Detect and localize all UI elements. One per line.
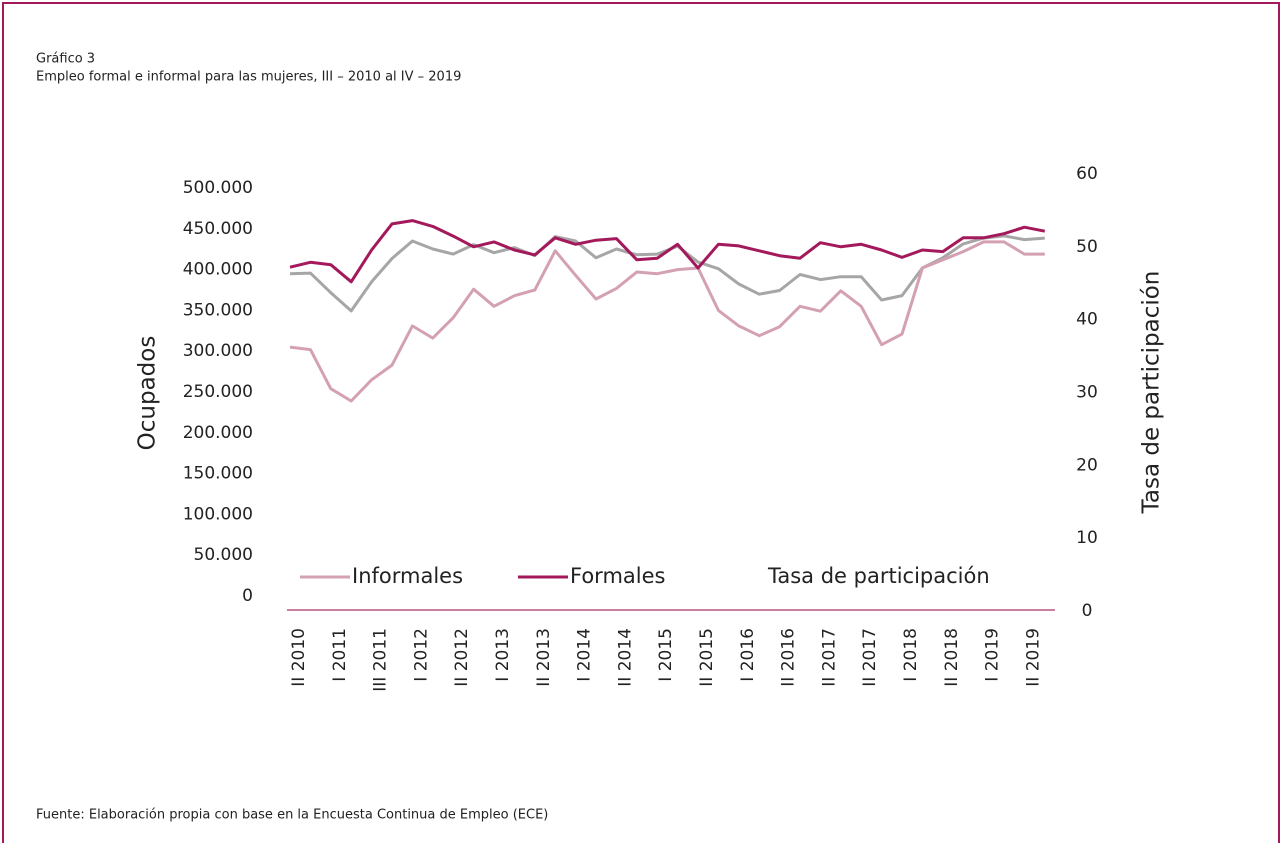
series-line [289, 219, 1046, 284]
x-tick-label: II 2010 [289, 628, 309, 687]
legend-label: Tasa de participación [767, 564, 990, 588]
chart-label: Gráfico 3 [36, 52, 95, 67]
y-tick-label: 50.000 [194, 545, 253, 565]
x-tick-label: III 2011 [371, 628, 391, 692]
y-tick-label: 250.000 [183, 382, 253, 402]
x-tick-label: II 2016 [779, 628, 799, 687]
x-tick-label: I 2014 [575, 628, 595, 682]
y2-tick-label: 50 [1076, 237, 1098, 257]
y2-tick-label: 10 [1076, 528, 1098, 548]
y-tick-label: 200.000 [183, 423, 253, 443]
x-tick-label: II 2017 [860, 628, 880, 687]
x-tick-label: I 2015 [656, 628, 676, 682]
x-tick-label: II 2017 [819, 628, 839, 687]
series-line [289, 234, 1045, 313]
y-tick-label: 500.000 [183, 178, 253, 198]
y-axis-title: Ocupados [135, 336, 161, 451]
y-tick-label: 350.000 [183, 300, 253, 320]
x-tick-label: II 2012 [452, 628, 472, 687]
x-tick-label: II 2015 [697, 628, 717, 687]
chart-title: Empleo formal e informal para las mujere… [36, 70, 461, 85]
legend-label: Informales [352, 564, 463, 588]
x-tick-label: II 2018 [942, 628, 962, 687]
x-tick-label: I 2019 [983, 628, 1003, 682]
y-tick-label: 450.000 [183, 219, 253, 239]
x-tick-label: I 2012 [411, 628, 431, 682]
source-note: Fuente: Elaboración propia con base en l… [36, 808, 548, 823]
y2-axis-title: Tasa de participación [1139, 271, 1165, 515]
x-tick-label: I 2013 [493, 628, 513, 682]
x-tick-label: I 2011 [330, 628, 350, 682]
y-tick-label: 150.000 [183, 464, 253, 484]
y-tick-label: 0 [242, 586, 253, 606]
series-line [289, 240, 1045, 403]
y2-tick-label: 0 [1082, 601, 1093, 621]
x-tick-label: II 2019 [1023, 628, 1043, 687]
x-tick-label: II 2013 [534, 628, 554, 687]
y2-tick-label: 60 [1076, 164, 1098, 184]
x-tick-label: II 2014 [615, 628, 635, 687]
x-tick-label: I 2016 [738, 628, 758, 682]
legend-label: Formales [570, 564, 665, 588]
y2-tick-label: 40 [1076, 310, 1098, 330]
y-tick-label: 400.000 [183, 260, 253, 280]
y-tick-label: 300.000 [183, 341, 253, 361]
y2-tick-label: 30 [1076, 383, 1098, 403]
y-tick-label: 100.000 [183, 504, 253, 524]
y2-tick-label: 20 [1076, 455, 1098, 475]
x-tick-label: I 2018 [901, 628, 921, 682]
